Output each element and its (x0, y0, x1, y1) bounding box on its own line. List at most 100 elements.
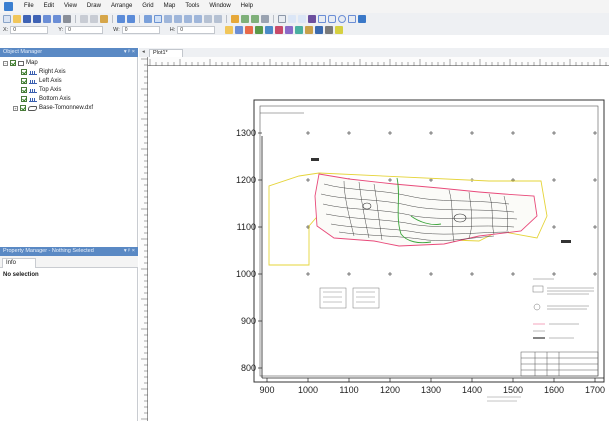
tree-item-label: Bottom Axis (39, 96, 71, 102)
visibility-checkbox[interactable] (10, 60, 16, 66)
save-all-icon[interactable] (33, 14, 41, 23)
surface-icon[interactable] (295, 25, 304, 34)
h-field[interactable]: 0 (177, 25, 216, 34)
visibility-checkbox[interactable] (21, 69, 27, 75)
fill-icon[interactable] (225, 25, 234, 34)
redraw-icon[interactable] (214, 14, 222, 23)
plot-canvas[interactable]: 900 1000 1100 1200 1300 1400 1500 1600 1700 1300… (149, 66, 609, 421)
pen-icon[interactable] (358, 14, 366, 23)
axis-icon[interactable] (305, 25, 314, 34)
base-map-icon[interactable] (285, 25, 294, 34)
menu-arrange[interactable]: Arrange (110, 3, 133, 9)
y-field[interactable]: 0 (65, 25, 104, 34)
rectangle-icon[interactable] (318, 14, 326, 23)
menu-edit[interactable]: Edit (43, 3, 55, 9)
y-coordinate: Y: 0 (58, 25, 104, 34)
symbol-icon[interactable] (308, 14, 316, 23)
menu-window[interactable]: Window (209, 3, 231, 9)
page-border (253, 99, 605, 383)
copy-icon[interactable] (90, 14, 98, 23)
contour-icon[interactable] (265, 25, 274, 34)
digitize-icon[interactable] (231, 14, 239, 23)
undo-icon[interactable] (117, 14, 125, 23)
object-manager-header: Object Manager ▾ ᵖ × (0, 48, 138, 57)
vertical-ruler (139, 57, 148, 421)
transform-icon[interactable] (261, 14, 269, 23)
tree-item-label: Left Axis (39, 78, 62, 84)
save-icon[interactable] (23, 14, 31, 23)
reshape-icon[interactable] (241, 14, 249, 23)
x-tick-label: 1500 (503, 385, 523, 395)
paste-icon[interactable] (100, 14, 108, 23)
w-field[interactable]: 0 (121, 25, 160, 34)
tree-item-top-axis[interactable]: Top Axis (21, 86, 61, 94)
tree-item-right-axis[interactable]: Right Axis (21, 68, 66, 76)
import-icon[interactable] (43, 14, 51, 23)
tree-item-label: Base-Tomonnew.dxf (39, 105, 94, 111)
scale-bar-icon[interactable] (325, 25, 334, 34)
expand-icon[interactable]: + (13, 105, 18, 111)
rounded-rect-icon[interactable] (328, 14, 336, 23)
property-manager-header: Property Manager - Nothing Selected ▾ ᵖ … (0, 247, 138, 256)
layer-icon[interactable] (315, 25, 324, 34)
print-icon[interactable] (63, 14, 71, 23)
zoom-out-icon[interactable] (174, 14, 182, 23)
object-manager-tree: − Map Right Axis Left Axis Top Axis Bott… (0, 57, 138, 247)
ellipse-icon[interactable] (338, 14, 346, 23)
zoom-fit-icon[interactable] (194, 14, 202, 23)
grid-icon[interactable] (255, 25, 264, 34)
menu-view[interactable]: View (64, 3, 77, 9)
tab-info[interactable]: Info (2, 258, 36, 268)
export-icon[interactable] (53, 14, 61, 23)
tree-item-bottom-axis[interactable]: Bottom Axis (21, 95, 71, 103)
cut-icon[interactable] (80, 14, 88, 23)
vertex-icon[interactable] (251, 14, 259, 23)
redo-icon[interactable] (127, 14, 135, 23)
visibility-checkbox[interactable] (20, 105, 26, 111)
line-style-icon[interactable] (235, 25, 244, 34)
tree-item-map[interactable]: − Map (3, 59, 38, 67)
y-tick-label: 800 (241, 363, 256, 373)
menu-tools[interactable]: Tools (185, 3, 200, 9)
select-arrow-icon[interactable] (154, 14, 162, 23)
post-icon[interactable] (275, 25, 284, 34)
property-manager-title: Property Manager - Nothing Selected (3, 248, 94, 254)
menu-help[interactable]: Help (240, 3, 254, 9)
collapse-icon[interactable]: − (3, 60, 8, 66)
axis-icon (29, 78, 37, 84)
vertical-ruler-ticks (141, 58, 148, 420)
menu-file[interactable]: File (24, 3, 34, 9)
axis-icon (29, 87, 37, 93)
visibility-checkbox[interactable] (21, 87, 27, 93)
object-manager-controls[interactable]: ▾ ᵖ × (123, 49, 135, 55)
x-label: X: (3, 26, 9, 33)
x-field[interactable]: 0 (10, 25, 49, 34)
new-icon[interactable] (3, 14, 11, 23)
tab-plot1[interactable]: Plot1* (149, 49, 183, 57)
menu-map[interactable]: Map (163, 3, 176, 9)
pan-icon[interactable] (204, 14, 212, 23)
menu-draw[interactable]: Draw (86, 3, 101, 9)
axis-icon (29, 69, 37, 75)
zoom-in-icon[interactable] (164, 14, 172, 23)
tab-scroll-icon[interactable]: ◂ (142, 49, 145, 55)
coordinate-toolbar: X: 0 Y: 0 W: 0 H: 0 (0, 24, 609, 35)
menu-grid[interactable]: Grid (142, 3, 154, 9)
open-icon[interactable] (13, 14, 21, 23)
zoom-rect-icon[interactable] (184, 14, 192, 23)
visibility-checkbox[interactable] (21, 96, 27, 102)
legend-box (319, 287, 380, 309)
visibility-checkbox[interactable] (21, 78, 27, 84)
w-label: W: (113, 26, 120, 33)
text-icon[interactable] (278, 14, 286, 23)
tree-item-base-layer[interactable]: + Base-Tomonnew.dxf (13, 104, 93, 112)
property-manager-controls[interactable]: ▾ ᵖ × (123, 248, 135, 254)
spline-icon[interactable] (298, 14, 306, 23)
help-pointer-icon[interactable] (144, 14, 152, 23)
tree-item-left-axis[interactable]: Left Axis (21, 77, 62, 85)
color-icon[interactable] (245, 25, 254, 34)
polygon-icon[interactable] (348, 14, 356, 23)
legend-icon[interactable] (335, 25, 344, 34)
y-tick-label: 1100 (237, 222, 256, 232)
polyline-icon[interactable] (288, 14, 296, 23)
